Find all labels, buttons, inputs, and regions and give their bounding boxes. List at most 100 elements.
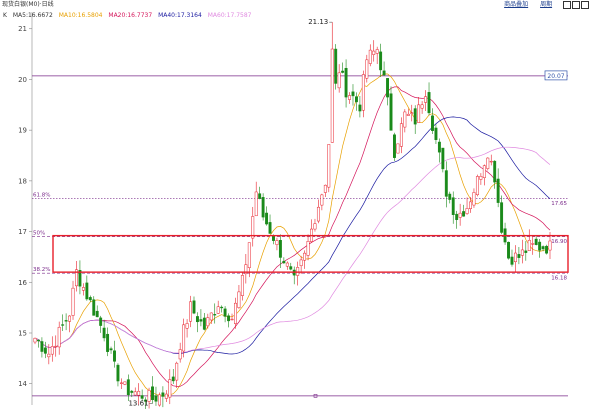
candle-body[interactable] [206, 317, 210, 327]
candle-body[interactable] [496, 178, 500, 203]
candle-body[interactable] [265, 212, 269, 225]
candle-body[interactable] [410, 112, 414, 114]
candle-body[interactable] [427, 92, 431, 114]
candle-body[interactable] [306, 241, 310, 256]
candle-body[interactable] [303, 252, 307, 261]
candle-body[interactable] [299, 259, 303, 267]
candle-body[interactable] [92, 299, 96, 316]
candle-body[interactable] [116, 364, 120, 382]
candle-body[interactable] [517, 254, 521, 258]
candle-body[interactable] [81, 287, 85, 291]
candle-body[interactable] [507, 241, 510, 259]
candle-body[interactable] [479, 175, 483, 180]
candle-body[interactable] [268, 222, 272, 234]
candle-body[interactable] [320, 194, 324, 206]
candle-body[interactable] [437, 141, 441, 153]
candle-body[interactable] [296, 267, 300, 276]
candle-body[interactable] [520, 249, 524, 256]
candle-body[interactable] [493, 160, 497, 183]
candle-body[interactable] [334, 48, 338, 84]
candle-body[interactable] [386, 78, 390, 98]
candle-body[interactable] [344, 67, 348, 98]
line-handle[interactable] [313, 394, 318, 398]
candle-body[interactable] [372, 50, 376, 55]
candle-body[interactable] [513, 252, 517, 263]
candle-body[interactable] [171, 376, 175, 382]
candle-body[interactable] [140, 395, 144, 399]
candle-body[interactable] [396, 143, 400, 154]
candle-body[interactable] [282, 260, 286, 264]
candle-body[interactable] [147, 390, 151, 402]
candle-body[interactable] [489, 160, 493, 163]
candle-body[interactable] [379, 51, 383, 71]
period-button[interactable]: 周期 [540, 1, 553, 8]
candle-body[interactable] [365, 59, 369, 79]
candle-body[interactable] [251, 216, 255, 239]
candle-body[interactable] [358, 104, 362, 112]
candle-body[interactable] [289, 266, 293, 270]
candle-body[interactable] [534, 238, 538, 245]
candle-body[interactable] [354, 96, 358, 103]
candle-body[interactable] [68, 315, 72, 322]
candle-body[interactable] [275, 240, 279, 245]
candle-body[interactable] [406, 113, 410, 116]
candle-body[interactable] [213, 314, 217, 316]
candle-body[interactable] [337, 72, 341, 89]
highlight-rectangle[interactable] [52, 234, 569, 273]
candle-body[interactable] [451, 197, 455, 215]
candle-body[interactable] [316, 206, 320, 222]
candle-body[interactable] [109, 348, 113, 351]
candle-body[interactable] [220, 306, 224, 309]
candle-body[interactable] [247, 242, 251, 268]
candle-body[interactable] [168, 379, 172, 398]
candle-body[interactable] [178, 349, 182, 360]
candle-body[interactable] [361, 74, 365, 111]
candle-body[interactable] [164, 393, 168, 399]
candle-body[interactable] [75, 269, 78, 287]
candle-body[interactable] [368, 49, 372, 64]
candle-body[interactable] [202, 317, 206, 330]
candle-body[interactable] [472, 192, 476, 206]
candle-body[interactable] [61, 324, 65, 326]
candle-body[interactable] [531, 243, 535, 245]
candle-body[interactable] [323, 184, 327, 193]
candle-body[interactable] [486, 157, 490, 169]
candle-body[interactable] [431, 115, 434, 131]
candle-body[interactable] [113, 350, 116, 362]
candle-body[interactable] [261, 197, 265, 218]
candle-body[interactable] [285, 262, 289, 267]
candle-body[interactable] [413, 108, 417, 125]
candle-body[interactable] [230, 318, 234, 321]
candle-body[interactable] [545, 245, 548, 254]
candle-body[interactable] [50, 346, 54, 355]
candle-body[interactable] [424, 96, 428, 103]
candle-body[interactable] [351, 91, 355, 97]
candle-body[interactable] [244, 264, 248, 275]
candle-body[interactable] [209, 312, 213, 321]
candle-body[interactable] [123, 381, 127, 385]
candle-body[interactable] [119, 382, 123, 384]
candle-body[interactable] [389, 93, 393, 131]
candle-body[interactable] [448, 193, 452, 200]
candle-body[interactable] [157, 394, 161, 406]
candle-body[interactable] [154, 395, 158, 402]
restore-icon[interactable] [572, 0, 580, 9]
candle-body[interactable] [375, 49, 379, 54]
candle-body[interactable] [40, 341, 44, 352]
candle-body[interactable] [47, 353, 51, 358]
candle-body[interactable] [465, 208, 469, 214]
candle-body[interactable] [327, 144, 331, 188]
candle-body[interactable] [434, 127, 438, 140]
candle-body[interactable] [43, 347, 47, 354]
candle-body[interactable] [393, 134, 396, 158]
candle-body[interactable] [182, 324, 186, 352]
candle-body[interactable] [462, 211, 466, 217]
candle-body[interactable] [126, 379, 130, 396]
candle-body[interactable] [71, 287, 75, 316]
candle-body[interactable] [199, 319, 203, 322]
candle-body[interactable] [541, 246, 545, 250]
candle-body[interactable] [420, 104, 424, 109]
candle-body[interactable] [88, 297, 92, 301]
candle-body[interactable] [278, 240, 282, 258]
